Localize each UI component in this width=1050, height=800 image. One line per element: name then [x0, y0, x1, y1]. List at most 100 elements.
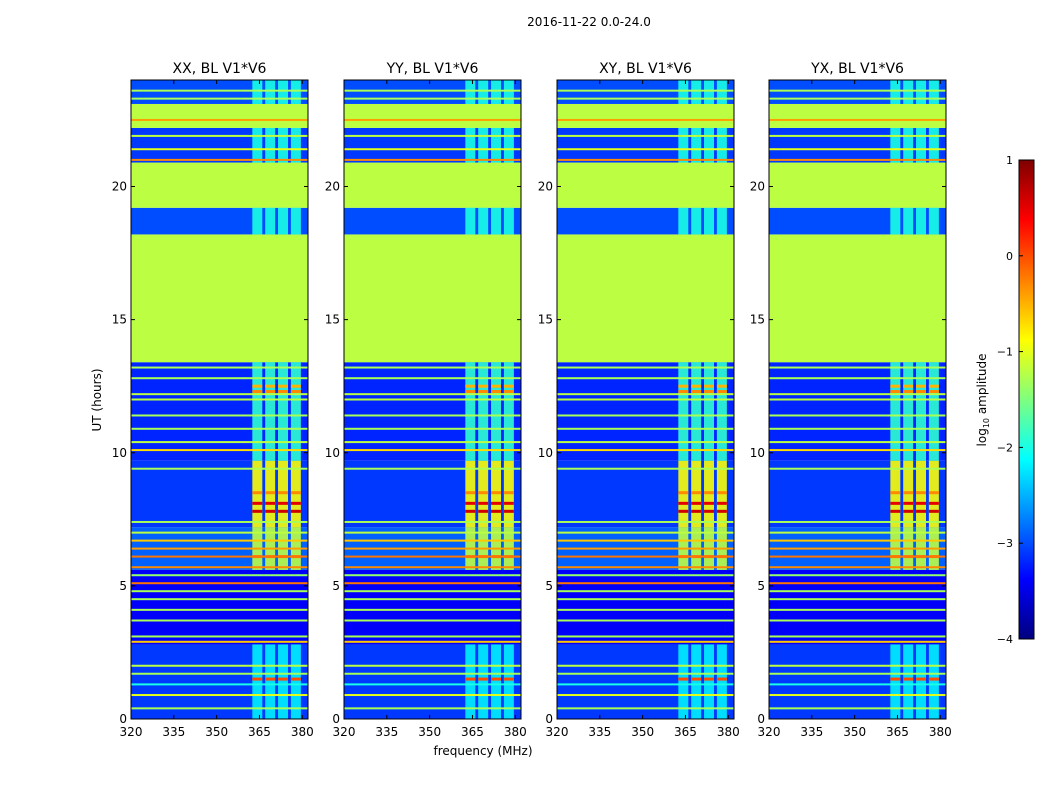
flag-line — [769, 158, 946, 161]
flag-line — [557, 547, 734, 550]
flag-line — [769, 134, 946, 137]
flag-line — [131, 158, 308, 161]
colorbar-tick-label: 0 — [1006, 250, 1013, 263]
hot-line — [478, 509, 489, 513]
hot-line — [928, 390, 939, 394]
signal-cell — [252, 362, 263, 461]
signal-cell — [290, 127, 301, 163]
hot-line — [503, 390, 514, 394]
hot-line — [890, 677, 901, 681]
hot-line — [890, 384, 901, 388]
flag-line — [344, 467, 521, 470]
signal-cell — [890, 362, 901, 461]
signal-cell — [465, 362, 476, 461]
x-tick-label: 350 — [205, 725, 228, 739]
hot-line — [704, 384, 715, 388]
flag-line — [557, 707, 734, 710]
flag-line — [131, 547, 308, 550]
flag-line — [131, 707, 308, 710]
x-tick-label: 320 — [333, 725, 356, 739]
hot-line — [290, 509, 301, 513]
signal-cell — [916, 80, 927, 104]
flag-line — [131, 148, 308, 151]
x-tick-label: 335 — [375, 725, 398, 739]
y-tick-label: 10 — [325, 446, 340, 460]
signal-cell — [503, 362, 514, 461]
hot-line — [678, 491, 689, 495]
hot-line — [903, 384, 914, 388]
flag-line — [557, 598, 734, 601]
signal-cell — [265, 362, 276, 461]
signal-cell — [928, 644, 939, 719]
flag-line — [344, 574, 521, 577]
hot-line — [478, 384, 489, 388]
flag-line — [769, 566, 946, 569]
flag-line — [557, 377, 734, 380]
time-band — [769, 162, 946, 208]
flag-line — [769, 664, 946, 667]
hot-line — [290, 501, 301, 505]
y-tick-label: 15 — [750, 313, 765, 327]
flag-line — [769, 89, 946, 92]
hot-line — [678, 501, 689, 505]
flag-line — [131, 97, 308, 100]
signal-cell — [916, 644, 927, 719]
flag-line — [769, 707, 946, 710]
hot-line — [265, 677, 276, 681]
hot-line — [716, 501, 727, 505]
flag-line — [344, 539, 521, 542]
flag-line — [557, 635, 734, 638]
hot-line — [265, 501, 276, 505]
flag-line — [769, 393, 946, 396]
signal-cell — [691, 207, 702, 235]
hot-line — [691, 509, 702, 513]
signal-cell — [903, 127, 914, 163]
hot-line — [928, 491, 939, 495]
hot-line — [491, 390, 502, 394]
hot-line — [278, 384, 289, 388]
hot-line — [478, 677, 489, 681]
y-tick-label: 10 — [750, 446, 765, 460]
signal-cell — [678, 127, 689, 163]
flag-line — [769, 608, 946, 611]
plot-frame — [556, 79, 735, 720]
hot-line — [503, 509, 514, 513]
signal-cell — [278, 362, 289, 461]
flag-line — [344, 547, 521, 550]
flag-line — [131, 635, 308, 638]
signal-cell — [278, 207, 289, 235]
flag-line — [769, 427, 946, 430]
flag-line — [557, 89, 734, 92]
hot-line — [678, 677, 689, 681]
flag-line — [131, 566, 308, 569]
flag-line — [769, 148, 946, 151]
signal-cell — [278, 80, 289, 104]
signal-cell — [704, 127, 715, 163]
hot-line — [903, 390, 914, 394]
x-tick-label: 320 — [546, 725, 569, 739]
hot-line — [716, 491, 727, 495]
panel-xy: XY, BL V1*V6 320 335 350 365 380 0 5 10 15 20 — [538, 61, 740, 739]
hot-line — [478, 491, 489, 495]
signal-cell — [691, 80, 702, 104]
hot-line — [265, 509, 276, 513]
panel-title: XX, BL V1*V6 — [173, 61, 267, 77]
flag-line — [131, 414, 308, 417]
flag-line — [344, 97, 521, 100]
time-band — [131, 234, 308, 363]
flag-line — [769, 598, 946, 601]
signal-cell — [890, 127, 901, 163]
colorbar-tick-label: −4 — [997, 633, 1013, 646]
hot-line — [278, 509, 289, 513]
flag-line — [344, 707, 521, 710]
flag-line — [131, 590, 308, 593]
flag-line — [769, 467, 946, 470]
flag-line — [557, 574, 734, 577]
flag-line — [769, 683, 946, 686]
hot-line — [903, 677, 914, 681]
hot-line — [278, 390, 289, 394]
y-tick-label: 15 — [538, 313, 553, 327]
hot-line — [890, 390, 901, 394]
signal-cell — [903, 362, 914, 461]
signal-cell — [916, 362, 927, 461]
